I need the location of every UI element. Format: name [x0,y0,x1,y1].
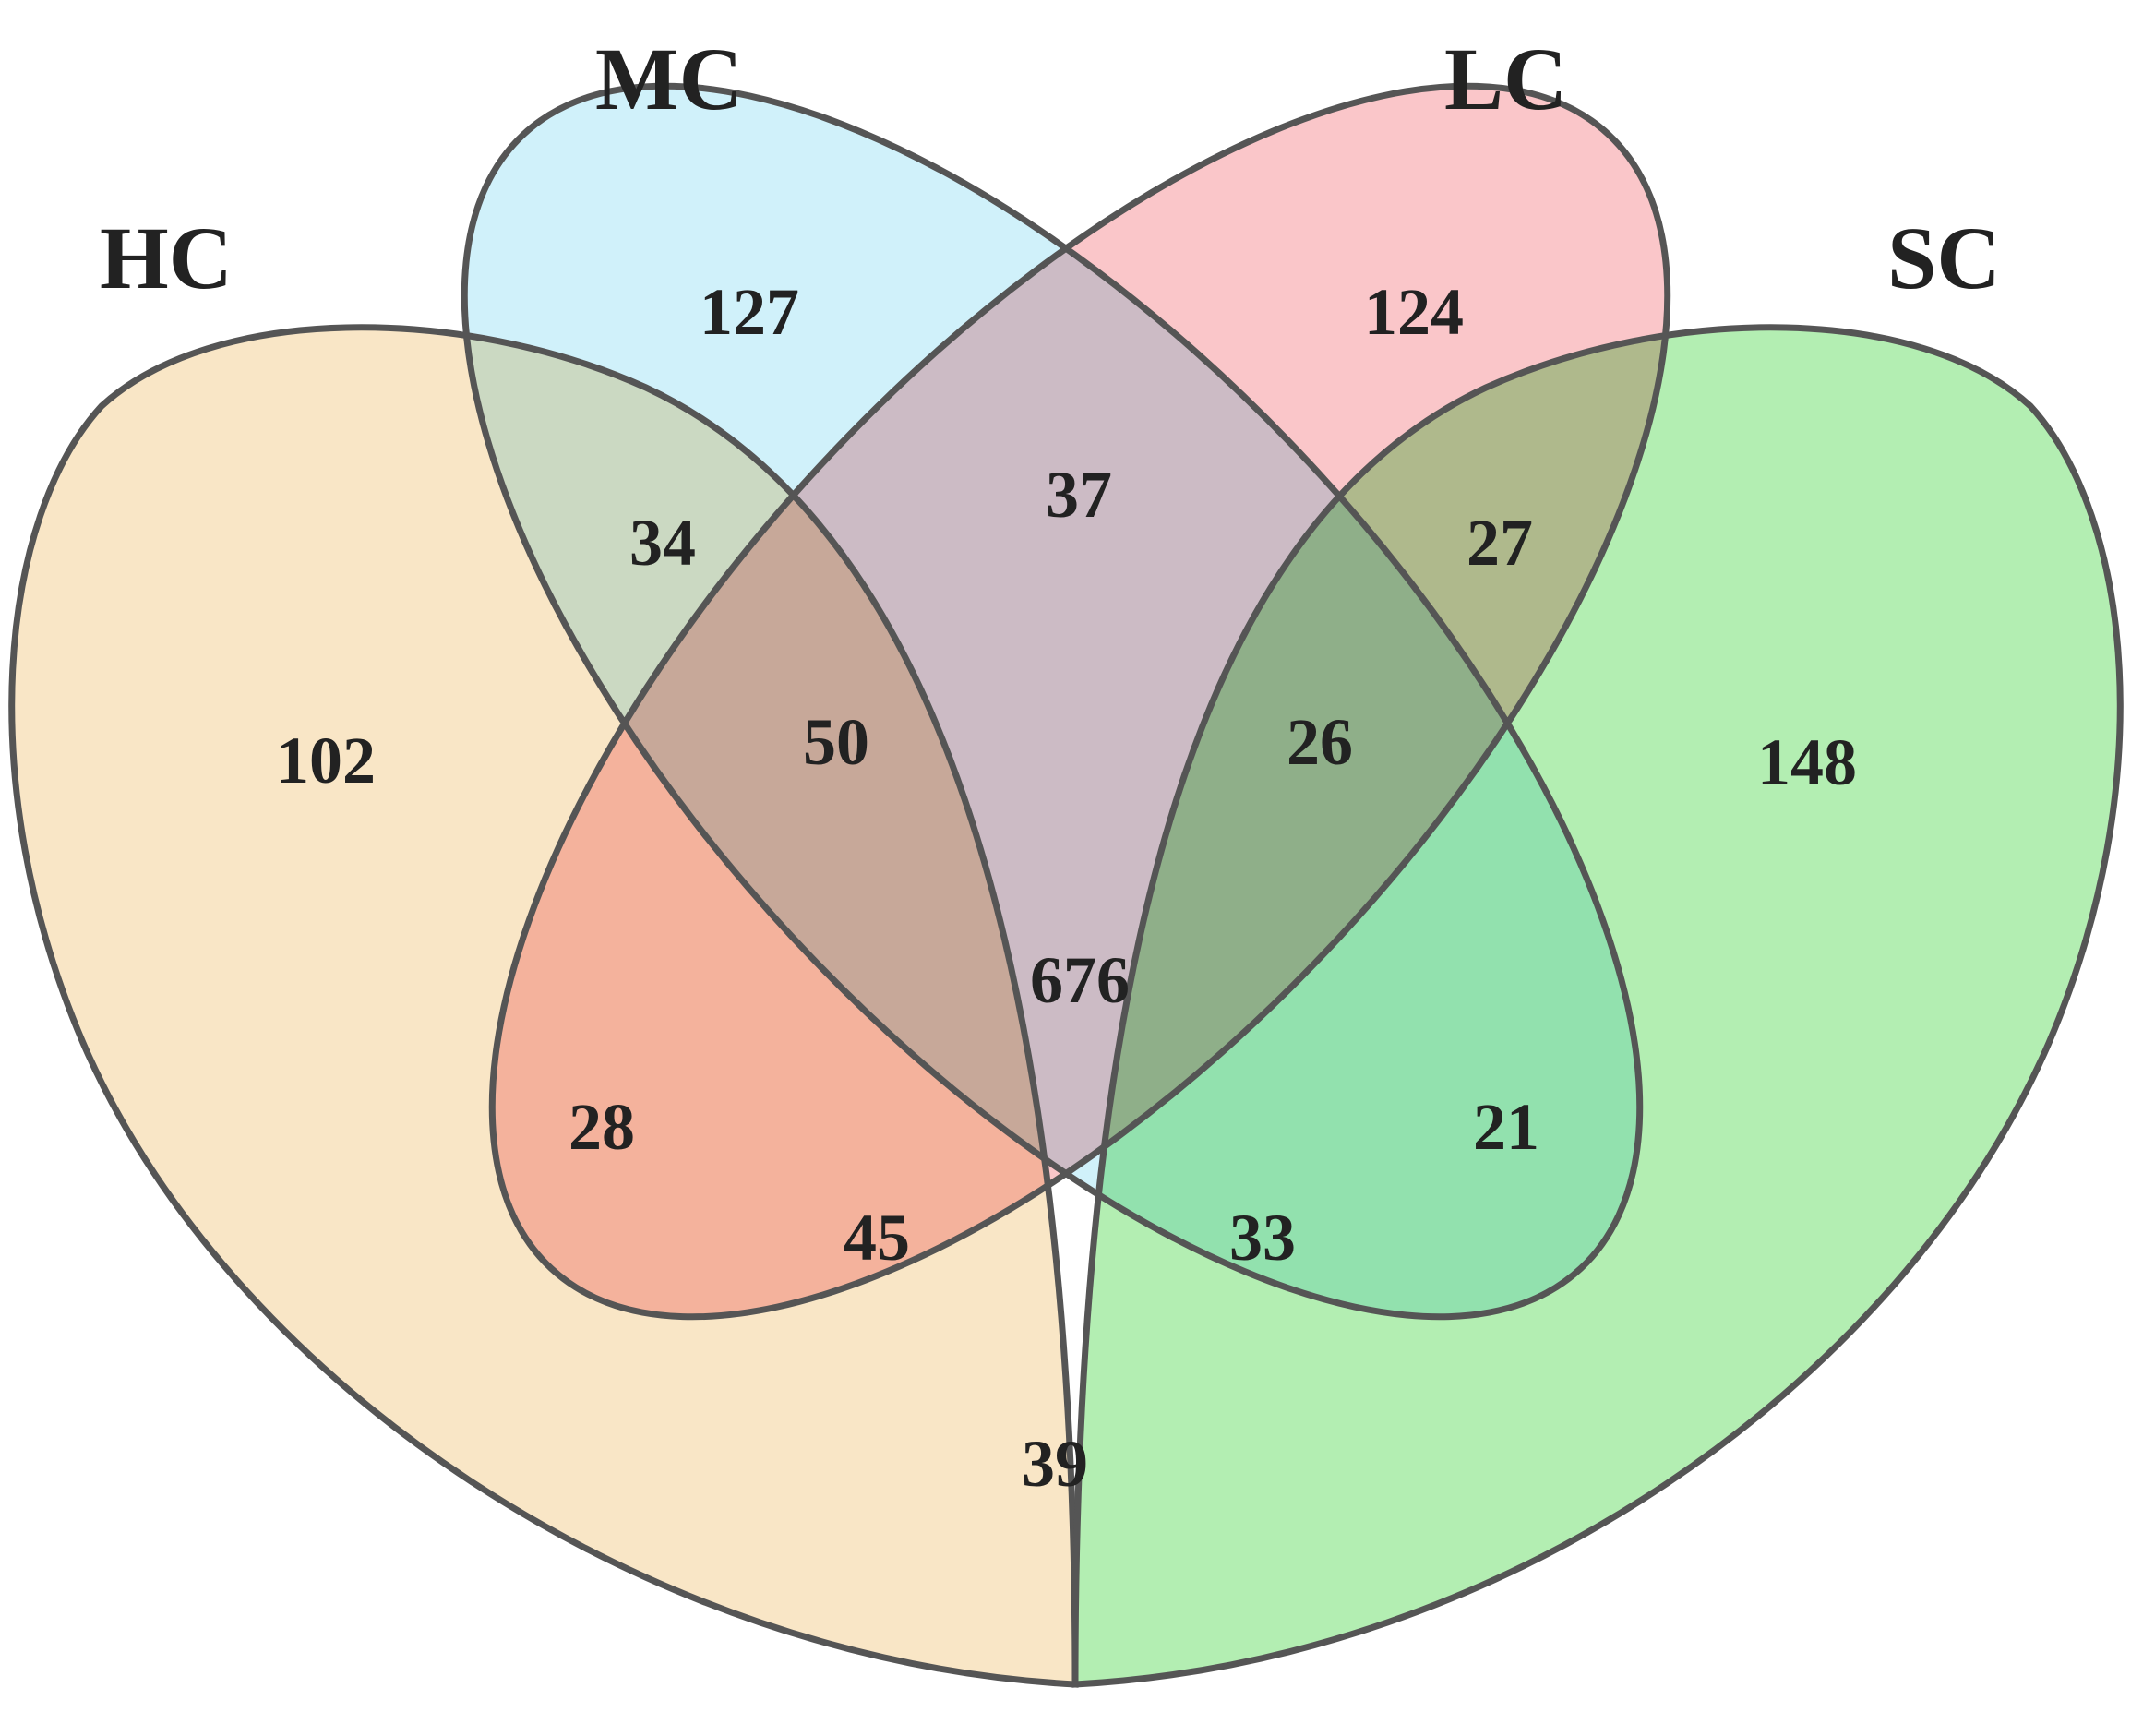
region-count-mc-lc: 37 [1046,458,1112,532]
set-lc-outline [488,82,1671,1321]
region-count-mc: 127 [700,275,799,349]
set-label-mc: MC [595,30,743,128]
set-lc-fill [492,86,1668,1317]
region-count-hc-sc: 39 [1022,1427,1088,1501]
set-hc-outline [8,324,1079,1688]
set-fills [11,86,2121,1684]
set-outlines [8,82,2124,1688]
region-count-hc-lc-sc: 45 [844,1201,910,1275]
region-counts: 102 127 124 148 34 37 27 50 26 676 28 21… [276,275,1857,1501]
region-count-lc-sc: 27 [1467,506,1533,580]
region-count-hc-mc: 34 [629,506,696,580]
region-count-hc: 102 [276,724,376,797]
set-label-hc: HC [100,209,233,307]
region-count-mc-sc: 21 [1473,1090,1539,1164]
region-count-lc: 124 [1364,275,1464,349]
set-label-sc: SC [1887,209,2001,307]
set-labels: HC MC LC SC [100,30,2001,307]
region-count-mc-lc-sc: 26 [1287,705,1353,779]
set-sc-outline [1071,324,2124,1688]
region-count-hc-mc-sc: 33 [1229,1201,1296,1275]
region-count-hc-lc: 28 [569,1090,635,1164]
set-mc-outline [461,82,1644,1321]
region-count-sc: 148 [1757,725,1857,799]
region-count-hc-mc-lc: 50 [803,705,869,779]
set-label-lc: LC [1444,30,1567,128]
region-count-all: 676 [1030,943,1130,1017]
